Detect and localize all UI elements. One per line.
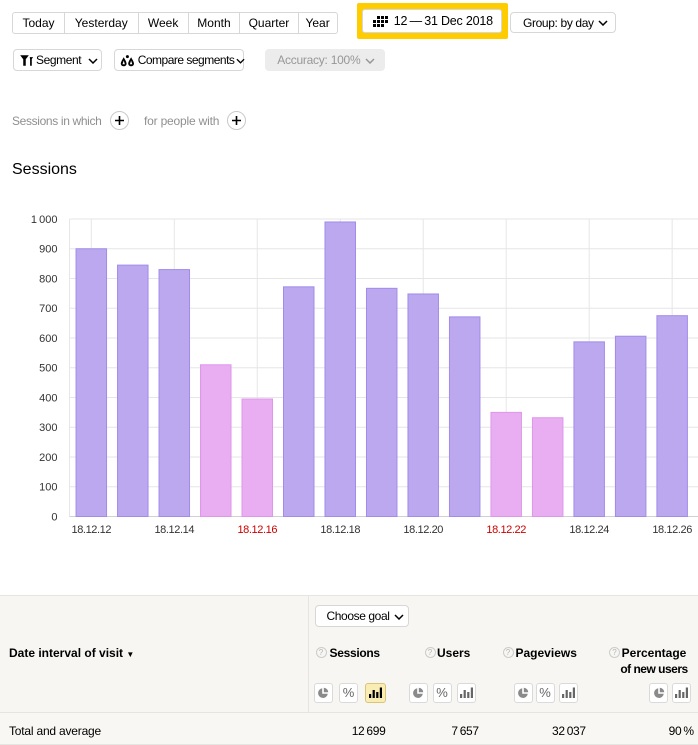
svg-text:200: 200 <box>39 452 57 464</box>
svg-text:18.12.22: 18.12.22 <box>486 524 526 536</box>
svg-text:18.12.14: 18.12.14 <box>154 524 194 536</box>
svg-text:400: 400 <box>39 392 57 404</box>
svg-text:100: 100 <box>39 482 57 494</box>
svg-text:1 000: 1 000 <box>31 214 58 226</box>
svg-text:18.12.20: 18.12.20 <box>403 524 443 536</box>
svg-text:18.12.26: 18.12.26 <box>652 524 692 536</box>
svg-text:600: 600 <box>39 333 57 345</box>
svg-text:500: 500 <box>39 363 57 375</box>
svg-text:0: 0 <box>51 511 57 523</box>
svg-text:900: 900 <box>39 244 57 256</box>
svg-text:800: 800 <box>39 273 57 285</box>
svg-text:700: 700 <box>39 303 57 315</box>
svg-text:300: 300 <box>39 422 57 434</box>
svg-text:18.12.12: 18.12.12 <box>71 524 111 536</box>
svg-text:18.12.18: 18.12.18 <box>320 524 360 536</box>
svg-text:18.12.16: 18.12.16 <box>237 524 277 536</box>
svg-text:18.12.24: 18.12.24 <box>569 524 609 536</box>
